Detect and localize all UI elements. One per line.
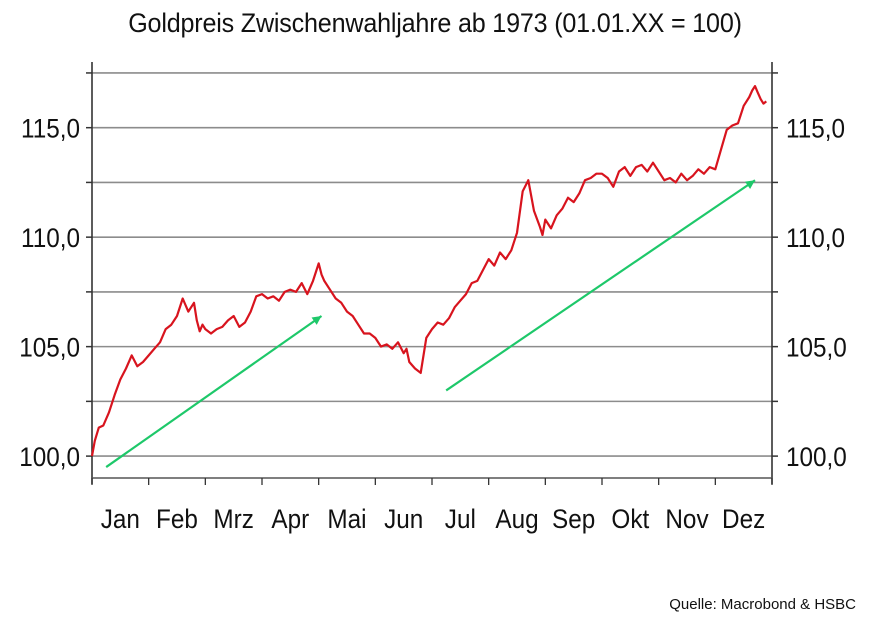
x-tick-label: Okt bbox=[611, 505, 649, 534]
y-tick-label-left: 105,0 bbox=[19, 334, 80, 363]
x-tick-label: Sep bbox=[552, 505, 595, 534]
source-note: Quelle: Macrobond & HSBC bbox=[669, 596, 856, 613]
x-tick-label: Aug bbox=[495, 505, 538, 534]
trend-arrowhead bbox=[311, 315, 322, 325]
y-tick-label-right: 115,0 bbox=[786, 115, 845, 144]
x-tick-label: Jun bbox=[384, 505, 423, 534]
y-tick-label-left: 110,0 bbox=[21, 224, 80, 253]
y-tick-label-right: 110,0 bbox=[786, 224, 845, 253]
y-tick-label-left: 115,0 bbox=[21, 115, 80, 144]
trend-arrow-line bbox=[105, 315, 323, 468]
x-tick-label: Nov bbox=[665, 505, 708, 534]
x-tick-label: Mai bbox=[327, 505, 366, 534]
x-tick-label: Feb bbox=[156, 505, 198, 534]
x-tick-label: Dez bbox=[722, 505, 765, 534]
x-tick-label: Jul bbox=[445, 505, 476, 534]
y-tick-label-right: 105,0 bbox=[786, 334, 847, 363]
gridlines bbox=[92, 72, 772, 457]
y-tick-label-right: 100,0 bbox=[786, 443, 847, 472]
trend-arrow-line bbox=[445, 179, 756, 392]
tick-labels: 100,0 100,0 105,0 105,0 110,0 110,0 115,0 115,0… bbox=[19, 115, 847, 535]
x-tick-label: Mrz bbox=[213, 505, 253, 534]
x-tick-label: Apr bbox=[271, 505, 309, 534]
chart-title: Goldpreis Zwischenwahljahre ab 1973 (01.… bbox=[128, 8, 742, 38]
series-lines bbox=[90, 84, 767, 468]
axes bbox=[86, 62, 778, 485]
trend-arrowhead bbox=[745, 180, 755, 190]
x-tick-label: Jan bbox=[101, 505, 140, 534]
gold-price-line bbox=[90, 84, 767, 457]
y-tick-label-left: 100,0 bbox=[19, 443, 80, 472]
